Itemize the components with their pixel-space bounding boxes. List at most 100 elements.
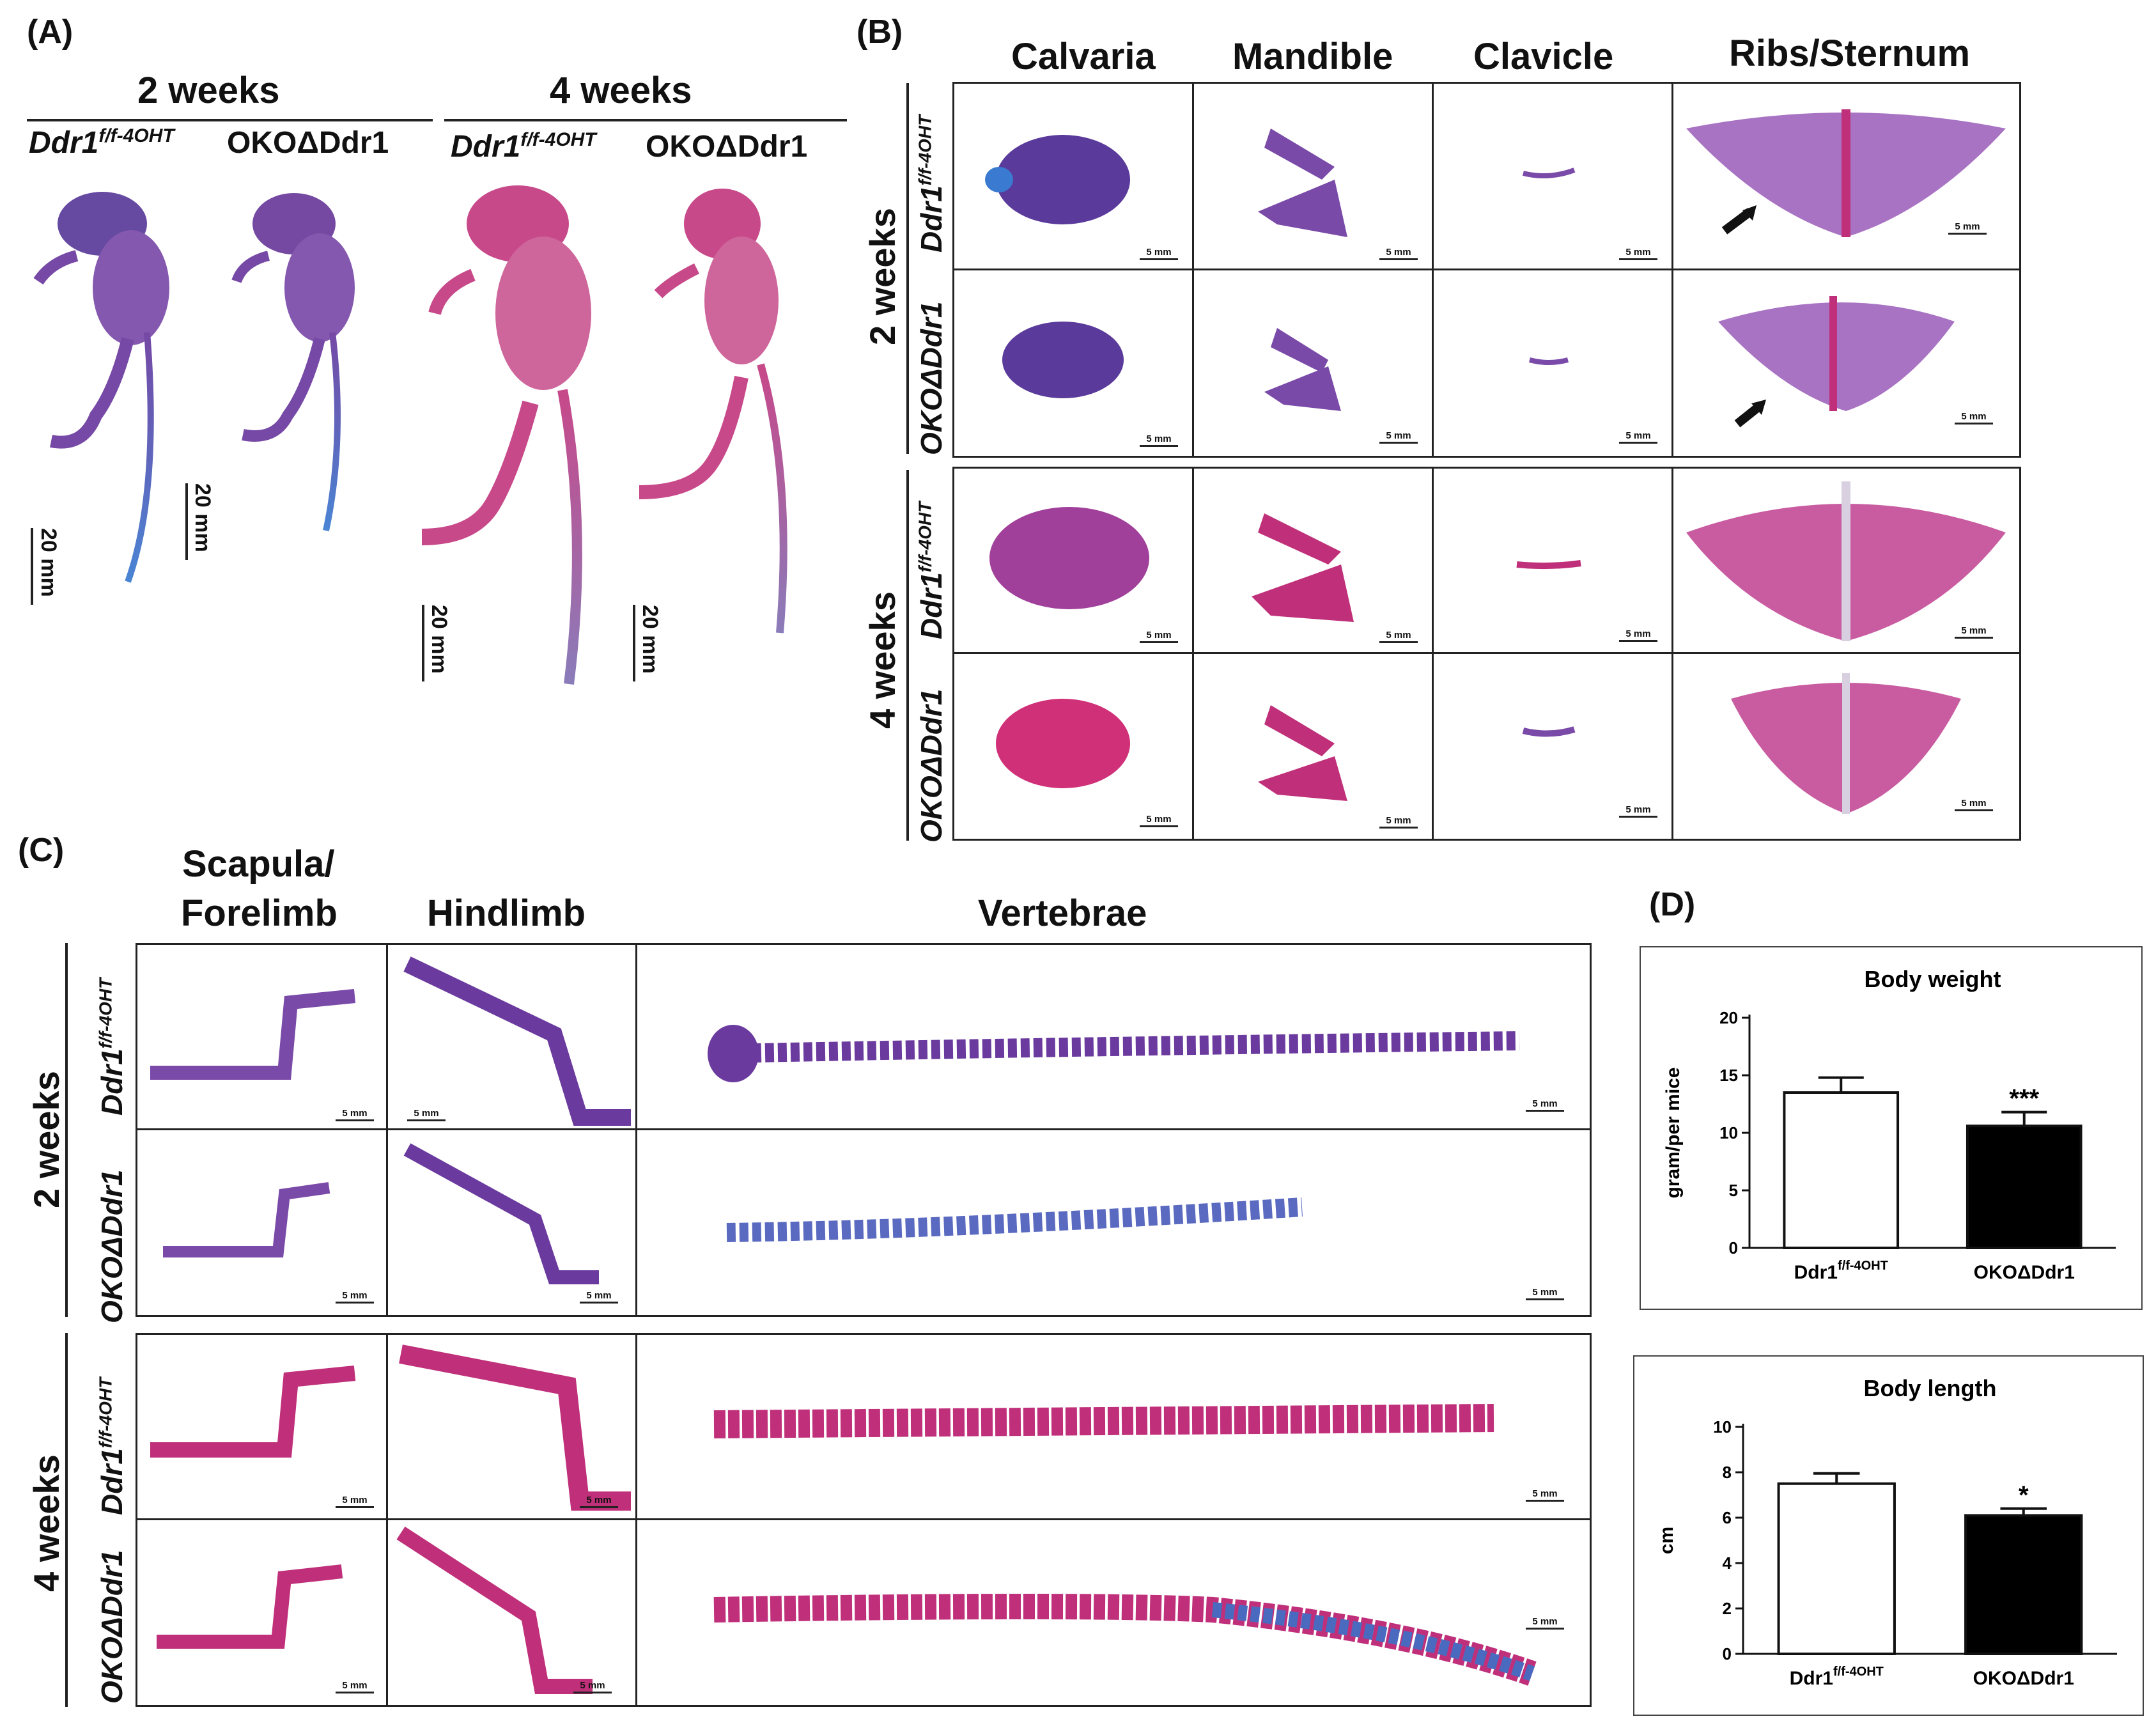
panel-b-col-ribs-sternum: Ribs/Sternum	[1729, 33, 1971, 74]
panel-b-grid-2weeks: 5 mm 5 mm 5 mm 5 mm 5 mm 5 mm 5 mm	[952, 82, 2021, 458]
panel-c-label: (C)	[18, 832, 65, 869]
chart1-ytick-label-4: 8	[1723, 1463, 1732, 1482]
panel-c-col-scapula: Scapula/	[182, 843, 335, 885]
panel-a-scale-text-3: 20 mm	[427, 605, 451, 674]
cell-clavicle-2w-ko: 5 mm	[1434, 270, 1673, 456]
panel-a-scalebar-2	[185, 483, 188, 560]
panel-b-row-4weeks: 4 weeks	[862, 591, 903, 729]
cell-forelimb-4w-control: 5 mm	[137, 1335, 388, 1520]
panel-a-genotype-ko-4w: OKOΔDdr1	[646, 130, 808, 164]
panel-a-genotype-control-2w: Ddr1f/f-4OHT	[29, 125, 174, 160]
panel-c-row-control-2w: Ddr1f/f-4OHT	[95, 977, 128, 1116]
cell-mandible-2w-ko: 5 mm	[1194, 270, 1434, 456]
chart1-ytick-label-2: 4	[1723, 1553, 1732, 1573]
chart0-category-label-1: OKOΔDdr1	[1974, 1262, 2075, 1283]
chart0-ytick-label-2: 10	[1719, 1123, 1738, 1142]
panel-a-scalebar-4	[633, 605, 635, 681]
cell-hindlimb-2w-control: 5 mm	[388, 945, 637, 1130]
chart-body-length: Body length cm 0 2 4 6 8 10 Ddr1f/f-4OHT * OKOΔDdr…	[1656, 1375, 2117, 1689]
panel-a-label: (A)	[27, 13, 74, 51]
panel-a-group-4weeks: 4 weeks	[550, 70, 692, 111]
panel-c-grid-4weeks: 5 mm 5 mm 5 mm 5 mm 5 mm 5 mm	[136, 1333, 1592, 1707]
cell-forelimb-2w-ko: 5 mm	[137, 1130, 388, 1315]
panel-c-row-2weeks: 2 weeks	[26, 1071, 66, 1208]
panel-a-divider-2weeks	[27, 119, 433, 121]
cell-forelimb-2w-control: 5 mm	[137, 945, 388, 1130]
chart1-title: Body length	[1864, 1375, 1997, 1401]
panel-a-divider-4weeks	[444, 119, 847, 121]
chart1-bar-1	[1964, 1514, 2083, 1655]
chart0-ytick-label-0: 0	[1729, 1238, 1738, 1257]
panel-a-group-2weeks: 2 weeks	[137, 70, 280, 111]
cell-forelimb-4w-ko: 5 mm	[137, 1520, 388, 1705]
cell-vertebrae-2w-ko: 5 mm	[637, 1130, 1590, 1315]
chart0-bar-1	[1966, 1125, 2082, 1250]
panel-a-scale-text-4: 20 mm	[638, 605, 662, 674]
panel-b-col-clavicle: Clavicle	[1473, 36, 1614, 77]
chart1-bar-0	[1777, 1482, 1896, 1655]
panel-b-bracket-4weeks	[906, 470, 909, 841]
cell-clavicle-4w-ko: 5 mm	[1434, 654, 1673, 839]
cell-hindlimb-4w-control: 5 mm	[388, 1335, 637, 1520]
chart0-significance-1: ***	[2009, 1085, 2039, 1113]
panel-a-genotype-control-4w: Ddr1f/f-4OHT	[451, 129, 596, 164]
cell-vertebrae-4w-control: 5 mm	[637, 1335, 1590, 1520]
panel-b-grid-4weeks: 5 mm 5 mm 5 mm 5 mm 5 mm 5 mm 5 mm 5 mm	[952, 467, 2021, 841]
panel-a-scale-text-1: 20 mm	[36, 528, 61, 597]
panel-a-scalebar-1	[31, 528, 33, 605]
chart0-ytick-label-3: 15	[1719, 1066, 1738, 1085]
panel-b-col-mandible: Mandible	[1232, 36, 1393, 77]
cell-calvaria-4w-ko: 5 mm	[954, 654, 1194, 839]
panel-c-col-forelimb: Forelimb	[181, 892, 337, 934]
chart1-ytick-label-5: 10	[1713, 1417, 1732, 1436]
panel-a-scale-text-2: 20 mm	[190, 483, 215, 552]
chart0-ylabel: gram/per mice	[1663, 1067, 1684, 1198]
cell-mandible-4w-control: 5 mm	[1194, 469, 1434, 654]
panel-c-row-control-4w: Ddr1f/f-4OHT	[95, 1377, 128, 1515]
panel-b-row-control-2w: Ddr1f/f-4OHT	[915, 114, 948, 253]
chart1-ytick-label-1: 2	[1723, 1599, 1732, 1618]
chart0-title: Body weight	[1865, 966, 2001, 992]
cell-vertebrae-4w-ko: 5 mm	[637, 1520, 1590, 1705]
cell-clavicle-4w-control: 5 mm	[1434, 469, 1673, 654]
cell-ribs-2w-control: 5 mm	[1673, 84, 2019, 270]
panel-c-row-4weeks: 4 weeks	[26, 1454, 66, 1592]
cell-ribs-4w-ko: 5 mm	[1673, 654, 2019, 839]
panel-c-col-vertebrae: Vertebrae	[978, 892, 1147, 934]
panel-c-row-ko-2w: OKOΔDdr1	[95, 1169, 128, 1323]
panel-b-col-calvaria: Calvaria	[1011, 36, 1156, 77]
cell-clavicle-2w-control: 5 mm	[1434, 84, 1673, 270]
chart-body-weight: Body weight gram/per mice 0 5 10 15 20 Ddr1f/f-…	[1663, 966, 2116, 1283]
cell-mandible-2w-control: 5 mm	[1194, 84, 1434, 270]
cell-mandible-4w-ko: 5 mm	[1194, 654, 1434, 839]
chart-body-weight-box: Body weight gram/per mice 0 5 10 15 20 Ddr1f/f-…	[1640, 946, 2143, 1310]
chart0-ytick-label-4: 20	[1719, 1008, 1738, 1027]
chart0-category-label-0: Ddr1f/f-4OHT	[1794, 1259, 1888, 1283]
panel-c-row-ko-4w: OKOΔDdr1	[95, 1550, 128, 1704]
chart0-bar-0	[1783, 1091, 1900, 1249]
skeleton-2w-control	[33, 192, 169, 583]
cell-hindlimb-2w-ko: 5 mm	[388, 1130, 637, 1315]
panel-b-label: (B)	[857, 13, 903, 51]
panel-b-row-ko-4w: OKOΔDdr1	[915, 689, 948, 843]
chart1-category-label-1: OKOΔDdr1	[1973, 1668, 2074, 1689]
cell-ribs-2w-ko: 5 mm	[1673, 270, 2019, 456]
panel-a-scalebar-3	[422, 605, 424, 681]
cell-calvaria-2w-ko: 5 mm	[954, 270, 1194, 456]
panel-c-grid-2weeks: 5 mm 5 mm 5 mm 5 mm 5 mm 5 mm	[136, 943, 1592, 1317]
panel-b-row-2weeks: 2 weeks	[862, 208, 903, 345]
chart1-ytick-label-3: 6	[1723, 1508, 1732, 1527]
skeleton-4w-ko	[639, 189, 787, 634]
chart1-ylabel: cm	[1656, 1527, 1677, 1554]
panel-b-row-ko-2w: OKOΔDdr1	[915, 301, 948, 455]
panel-c-bracket-2weeks	[65, 943, 68, 1317]
panel-b-row-control-4w: Ddr1f/f-4OHT	[915, 501, 948, 639]
panel-c-bracket-4weeks	[65, 1333, 68, 1707]
chart1-category-label-0: Ddr1f/f-4OHT	[1790, 1665, 1884, 1689]
panel-d-label: (D)	[1649, 886, 1696, 923]
cell-vertebrae-2w-control: 5 mm	[637, 945, 1590, 1130]
panel-b-bracket-2weeks	[906, 83, 909, 454]
chart0-ytick-label-1: 5	[1729, 1181, 1738, 1200]
chart-body-length-box: Body length cm 0 2 4 6 8 10 Ddr1f/f-4OHT * OKOΔDdr…	[1633, 1355, 2144, 1716]
cell-calvaria-4w-control: 5 mm	[954, 469, 1194, 654]
